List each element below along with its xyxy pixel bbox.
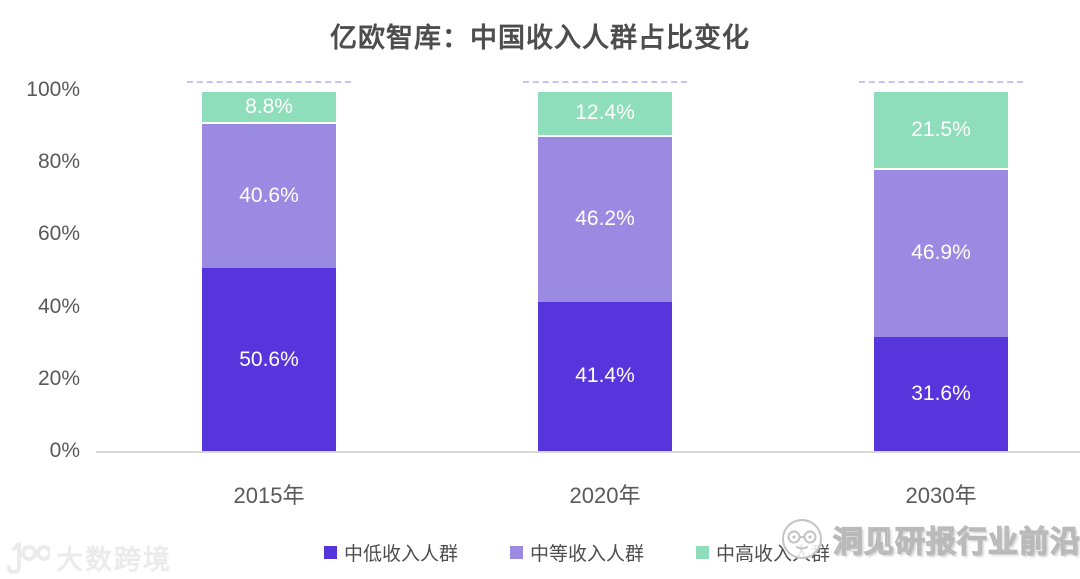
segment-value-label: 46.2% bbox=[575, 207, 635, 231]
y-axis-tick: 80% bbox=[37, 150, 80, 174]
segment-value-label: 40.6% bbox=[239, 184, 299, 208]
bar-segment-2030年-中等收入人群: 46.9% bbox=[874, 167, 1008, 337]
legend-label: 中低收入人群 bbox=[343, 544, 458, 565]
x-axis-label-2020年: 2020年 bbox=[569, 483, 641, 508]
bar-segment-2020年-中等收入人群: 46.2% bbox=[538, 134, 672, 302]
y-axis-tick: 60% bbox=[37, 222, 80, 246]
x-axis-label-2015年: 2015年 bbox=[233, 483, 305, 508]
legend-swatch bbox=[696, 546, 709, 559]
segment-value-label: 41.4% bbox=[575, 364, 635, 388]
segment-value-label: 12.4% bbox=[575, 101, 635, 125]
x-axis-label-2030年: 2030年 bbox=[905, 483, 977, 508]
bar-segment-2015年-中低收入人群: 50.6% bbox=[202, 268, 336, 451]
bar-top-dashed-line bbox=[859, 81, 1023, 83]
legend-item-中高收入人群: 中高收入人群 bbox=[696, 539, 830, 566]
x-axis-line bbox=[96, 451, 1080, 453]
chart-title: 亿欧智库：中国收入人群占比变化 bbox=[330, 23, 750, 53]
bar-segment-2015年-中等收入人群: 40.6% bbox=[202, 121, 336, 269]
bar-segment-2020年-中低收入人群: 41.4% bbox=[538, 301, 672, 451]
segment-value-label: 21.5% bbox=[911, 117, 971, 141]
bar-segment-2030年-中高收入人群: 21.5% bbox=[874, 90, 1008, 168]
bar-top-dashed-line bbox=[187, 81, 351, 83]
legend-label: 中高收入人群 bbox=[716, 544, 831, 565]
y-axis-tick: 100% bbox=[26, 78, 80, 101]
legend-item-中低收入人群: 中低收入人群 bbox=[323, 539, 458, 566]
legend-item-中等收入人群: 中等收入人群 bbox=[509, 539, 644, 566]
bar-segment-2015年-中高收入人群: 8.8% bbox=[202, 90, 336, 122]
bar-segment-2030年-中低收入人群: 31.6% bbox=[874, 336, 1008, 451]
legend-swatch bbox=[323, 546, 337, 559]
legend-label: 中等收入人群 bbox=[529, 544, 644, 565]
bar-top-dashed-line bbox=[523, 81, 687, 83]
y-axis-tick: 0% bbox=[49, 439, 80, 462]
segment-value-label: 31.6% bbox=[911, 381, 971, 405]
y-axis-tick: 20% bbox=[37, 366, 80, 390]
segment-value-label: 8.8% bbox=[245, 94, 293, 118]
bar-segment-2020年-中高收入人群: 12.4% bbox=[538, 90, 672, 135]
legend-swatch bbox=[509, 546, 523, 559]
y-axis-tick: 40% bbox=[37, 294, 80, 318]
segment-value-label: 46.9% bbox=[911, 241, 971, 265]
segment-value-label: 50.6% bbox=[239, 347, 299, 371]
legend: 中低收入人群 中等收入人群 中高收入人群 bbox=[37, 539, 1080, 566]
